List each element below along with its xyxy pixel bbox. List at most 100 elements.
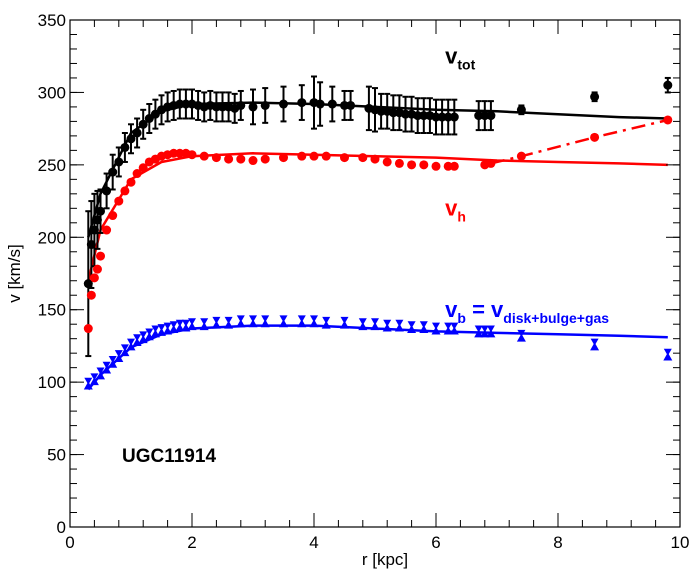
vh-point xyxy=(236,154,246,164)
vb-point xyxy=(407,324,417,333)
x-axis-label: r [kpc] xyxy=(362,550,408,569)
vb-point xyxy=(443,326,453,335)
vb-point xyxy=(382,323,392,332)
vb-point-down xyxy=(169,321,178,329)
vtot-point xyxy=(138,119,148,129)
vb-point-down xyxy=(297,315,306,323)
vh-point xyxy=(248,156,258,166)
vb-point xyxy=(187,322,197,331)
vb-point xyxy=(211,320,221,329)
vh-main: v xyxy=(445,196,458,221)
vb-point-down xyxy=(358,318,367,326)
vb-fit-curve xyxy=(87,324,668,391)
vtot-point xyxy=(248,102,258,112)
vb-point xyxy=(516,333,526,342)
vb-point xyxy=(486,329,496,338)
vtot-annotation: vtot xyxy=(445,43,475,72)
y-axis-label: v [km/s] xyxy=(5,244,24,303)
vb-point-down xyxy=(407,321,416,329)
vtot-point xyxy=(120,142,130,152)
vh-point xyxy=(199,151,209,161)
vb-point xyxy=(297,319,307,328)
x-tick-label: 4 xyxy=(309,533,318,552)
vb-point-down xyxy=(108,355,117,363)
vb-point-down xyxy=(236,315,245,323)
vb-point xyxy=(120,348,130,357)
vh-point xyxy=(86,290,96,300)
vh-point xyxy=(340,153,349,163)
vb-point xyxy=(321,320,331,329)
vb-point xyxy=(199,322,209,331)
vtot-point xyxy=(102,186,112,196)
vb-point xyxy=(132,338,142,347)
vb-point-down xyxy=(127,338,135,346)
vtot-point xyxy=(663,80,673,90)
vtot-point xyxy=(346,100,356,110)
vh-point xyxy=(187,150,197,160)
vtot-point xyxy=(236,100,246,110)
vb-point xyxy=(138,335,148,344)
vh-point xyxy=(224,154,234,164)
vb-point xyxy=(260,319,270,328)
vh-point xyxy=(486,158,496,168)
galaxy-name-label: UGC11914 xyxy=(122,446,216,467)
vh-point xyxy=(516,151,526,161)
vb-point xyxy=(480,329,490,338)
vb-point xyxy=(236,319,246,328)
x-tick-label: 8 xyxy=(553,533,562,552)
y-tick-label: 50 xyxy=(47,446,66,465)
vh-point xyxy=(96,251,105,261)
vtot-point xyxy=(114,157,124,167)
vb-eq-sub: disk+bulge+gas xyxy=(503,310,609,326)
vtot-point xyxy=(279,99,288,109)
x-tick-label: 2 xyxy=(187,533,196,552)
vb-point-down xyxy=(432,322,440,330)
vb-point xyxy=(102,365,112,374)
vtot-point xyxy=(516,105,526,115)
vh-point xyxy=(102,225,112,235)
vb-point xyxy=(224,320,234,329)
vb-eq: = v xyxy=(466,297,504,322)
vh-point xyxy=(663,115,673,125)
vb-point-down xyxy=(371,318,379,326)
vtot-main: v xyxy=(445,43,458,68)
vtot-point xyxy=(260,100,270,110)
vh-annotation: vh xyxy=(445,196,466,225)
vb-point-down xyxy=(224,316,233,324)
vb-point xyxy=(590,342,600,351)
vh-point xyxy=(358,153,368,163)
vb-point-down xyxy=(663,348,672,356)
vb-point xyxy=(370,322,380,331)
vb-point-down xyxy=(96,367,105,375)
vh-sub: h xyxy=(457,209,466,225)
vtot-point xyxy=(108,167,118,177)
vh-point xyxy=(92,264,102,274)
vb-point xyxy=(279,319,288,328)
vb-sub: b xyxy=(457,310,466,326)
vb-point-down xyxy=(480,325,489,333)
vb-point xyxy=(114,353,124,362)
vb-point xyxy=(144,332,154,341)
vh-point xyxy=(89,273,99,283)
y-tick-label: 250 xyxy=(38,156,66,175)
plot-frame xyxy=(69,19,681,528)
y-tick-label: 200 xyxy=(38,228,66,247)
vtot-sub: tot xyxy=(457,56,475,72)
x-tick-label: 10 xyxy=(671,533,690,552)
vb-point xyxy=(358,322,368,331)
vh-point xyxy=(132,169,142,179)
vb-point-down xyxy=(145,328,154,336)
vh-point xyxy=(120,186,130,196)
vb-point-down xyxy=(340,316,349,324)
vb-annotation: vb = vdisk+bulge+gas xyxy=(445,297,609,326)
vb-point xyxy=(175,323,185,332)
vh-point xyxy=(114,196,124,206)
vb-point-down xyxy=(188,318,196,326)
vh-point xyxy=(126,177,136,187)
y-tick-label: 100 xyxy=(38,373,66,392)
vh-point xyxy=(431,161,441,171)
vh-point xyxy=(309,151,319,161)
vh-point xyxy=(279,153,288,163)
vb-point xyxy=(419,324,429,333)
